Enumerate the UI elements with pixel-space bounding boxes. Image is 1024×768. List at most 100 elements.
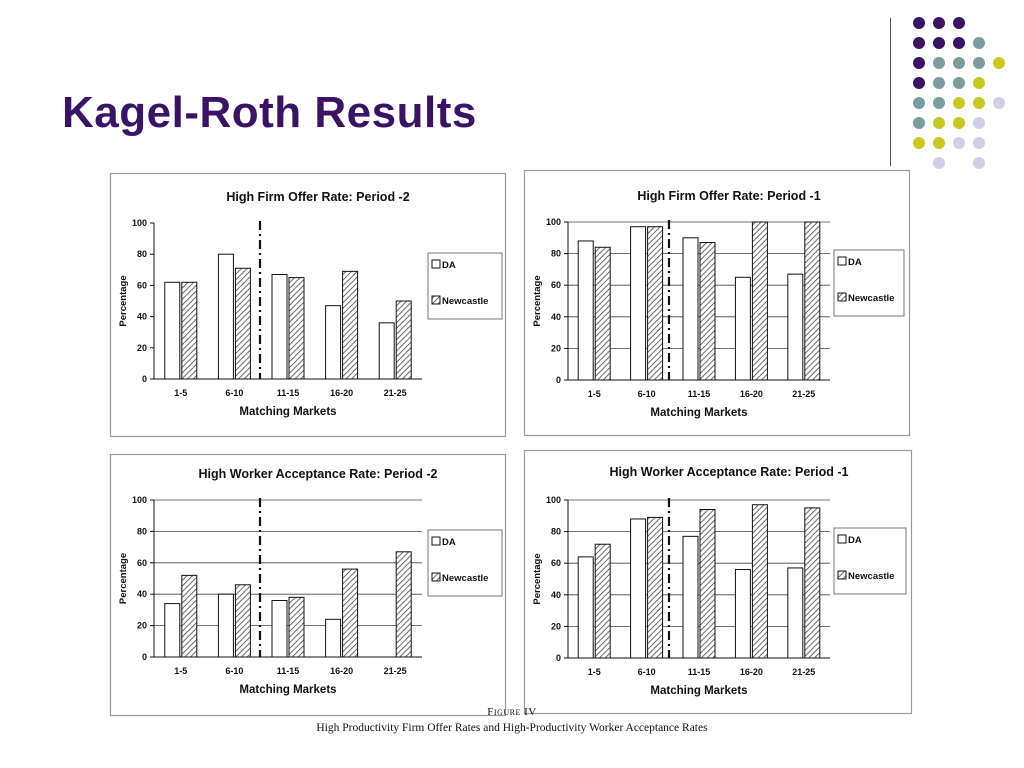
bar-da-6-10 [630, 518, 647, 659]
y-tick-label: 80 [137, 526, 147, 536]
x-axis-title: Matching Markets [239, 406, 336, 418]
x-tick-label: 11-15 [277, 666, 300, 676]
bar-newcastle-16-20 [751, 221, 768, 381]
legend-swatch-newcastle [837, 292, 847, 302]
y-tick-label: 0 [556, 653, 561, 663]
y-tick-label: 80 [551, 249, 561, 259]
bar-newcastle-1-5 [594, 246, 611, 381]
y-tick-label: 100 [132, 495, 147, 505]
bar-newcastle-16-20 [751, 504, 768, 659]
x-tick-label: 11-15 [688, 389, 711, 399]
chart-firm-offer-period-1: High Firm Offer Rate: Period -1 0 20 40 60 80… [523, 169, 911, 437]
y-tick-label: 100 [546, 495, 561, 505]
y-tick-label: 60 [137, 558, 147, 568]
bar-newcastle-6-10 [647, 516, 664, 659]
legend-swatch-da [431, 259, 441, 269]
bar-newcastle-11-15 [699, 508, 716, 659]
x-tick-label: 16-20 [330, 666, 353, 676]
y-axis-title: Percentage [118, 275, 129, 326]
x-tick-label: 1-5 [588, 389, 601, 399]
bar-newcastle-1-5 [594, 543, 611, 659]
bar-da-21-25 [378, 322, 395, 380]
bar-newcastle-21-25 [804, 507, 821, 659]
y-tick-label: 40 [137, 589, 147, 599]
bar-newcastle-11-15 [699, 242, 716, 381]
legend-box [833, 249, 905, 317]
y-tick-label: 0 [142, 652, 147, 662]
y-tick-label: 40 [551, 590, 561, 600]
legend-label: Newcastle [848, 571, 894, 582]
legend-label: Newcastle [442, 296, 488, 307]
x-tick-label: 21-25 [792, 667, 815, 677]
bar-newcastle-6-10 [647, 226, 664, 381]
x-tick-label: 16-20 [740, 389, 763, 399]
x-tick-label: 21-25 [384, 388, 407, 398]
bar-newcastle-16-20 [342, 568, 359, 658]
bar-newcastle-6-10 [234, 267, 251, 380]
legend-swatch-newcastle [837, 570, 847, 580]
title-divider [890, 18, 891, 166]
bar-newcastle-1-5 [181, 281, 198, 380]
bar-da-1-5 [577, 240, 594, 381]
bar-newcastle-11-15 [288, 277, 305, 380]
y-tick-label: 0 [142, 374, 147, 384]
bar-da-6-10 [217, 253, 234, 380]
x-tick-label: 6-10 [638, 389, 656, 399]
y-tick-label: 40 [551, 312, 561, 322]
y-axis-title: Percentage [532, 553, 543, 604]
x-tick-label: 11-15 [277, 388, 300, 398]
y-tick-label: 80 [137, 249, 147, 259]
x-tick-label: 1-5 [174, 666, 187, 676]
legend-swatch-da [431, 536, 441, 546]
bar-da-1-5 [164, 603, 181, 658]
bar-newcastle-21-25 [804, 221, 821, 381]
figure-label: Figure IV [487, 706, 537, 718]
x-tick-label: 1-5 [174, 388, 187, 398]
legend-label: Newcastle [442, 573, 488, 584]
x-tick-label: 21-25 [792, 389, 815, 399]
legend-label: DA [848, 257, 862, 268]
bar-newcastle-21-25 [395, 300, 412, 380]
bar-newcastle-1-5 [181, 574, 198, 658]
chart-title: High Firm Offer Rate: Period -1 [637, 189, 820, 203]
slide-title: Kagel-Roth Results [62, 88, 477, 137]
chart-worker-acceptance-period-2: High Worker Acceptance Rate: Period -2 0 2… [109, 453, 507, 717]
x-tick-label: 21-25 [384, 666, 407, 676]
bar-da-11-15 [271, 599, 288, 658]
bar-da-16-20 [325, 305, 342, 380]
legend-swatch-newcastle [431, 295, 441, 305]
y-tick-label: 0 [556, 375, 561, 385]
chart-worker-acceptance-period-1: High Worker Acceptance Rate: Period -1 0 2… [523, 449, 913, 715]
chart-title: High Worker Acceptance Rate: Period -2 [199, 467, 438, 481]
bar-newcastle-11-15 [288, 596, 305, 658]
y-tick-label: 40 [137, 312, 147, 322]
bar-da-16-20 [734, 276, 751, 381]
bar-da-21-25 [787, 273, 804, 381]
y-tick-label: 20 [137, 621, 147, 631]
x-tick-label: 6-10 [638, 667, 656, 677]
bar-da-1-5 [164, 281, 181, 380]
x-axis-title: Matching Markets [650, 407, 747, 419]
y-tick-label: 20 [137, 343, 147, 353]
chart-firm-offer-period-2: High Firm Offer Rate: Period -2 0 20 40 60 80… [109, 172, 507, 438]
y-axis-title: Percentage [532, 275, 543, 326]
x-axis-title: Matching Markets [650, 685, 747, 697]
legend-swatch-da [837, 534, 847, 544]
bar-da-1-5 [577, 556, 594, 659]
x-tick-label: 6-10 [225, 666, 243, 676]
x-tick-label: 1-5 [588, 667, 601, 677]
y-tick-label: 20 [551, 621, 561, 631]
bar-da-11-15 [271, 273, 288, 380]
y-tick-label: 100 [546, 217, 561, 227]
legend-swatch-da [837, 256, 847, 266]
bar-da-16-20 [734, 569, 751, 659]
bar-da-11-15 [682, 237, 699, 381]
x-tick-label: 16-20 [330, 388, 353, 398]
bar-newcastle-6-10 [234, 584, 251, 658]
bar-da-21-25 [787, 567, 804, 659]
y-tick-label: 60 [551, 558, 561, 568]
y-axis-title: Percentage [118, 553, 129, 604]
bar-da-11-15 [682, 535, 699, 659]
y-tick-label: 60 [551, 280, 561, 290]
y-tick-label: 60 [137, 280, 147, 290]
